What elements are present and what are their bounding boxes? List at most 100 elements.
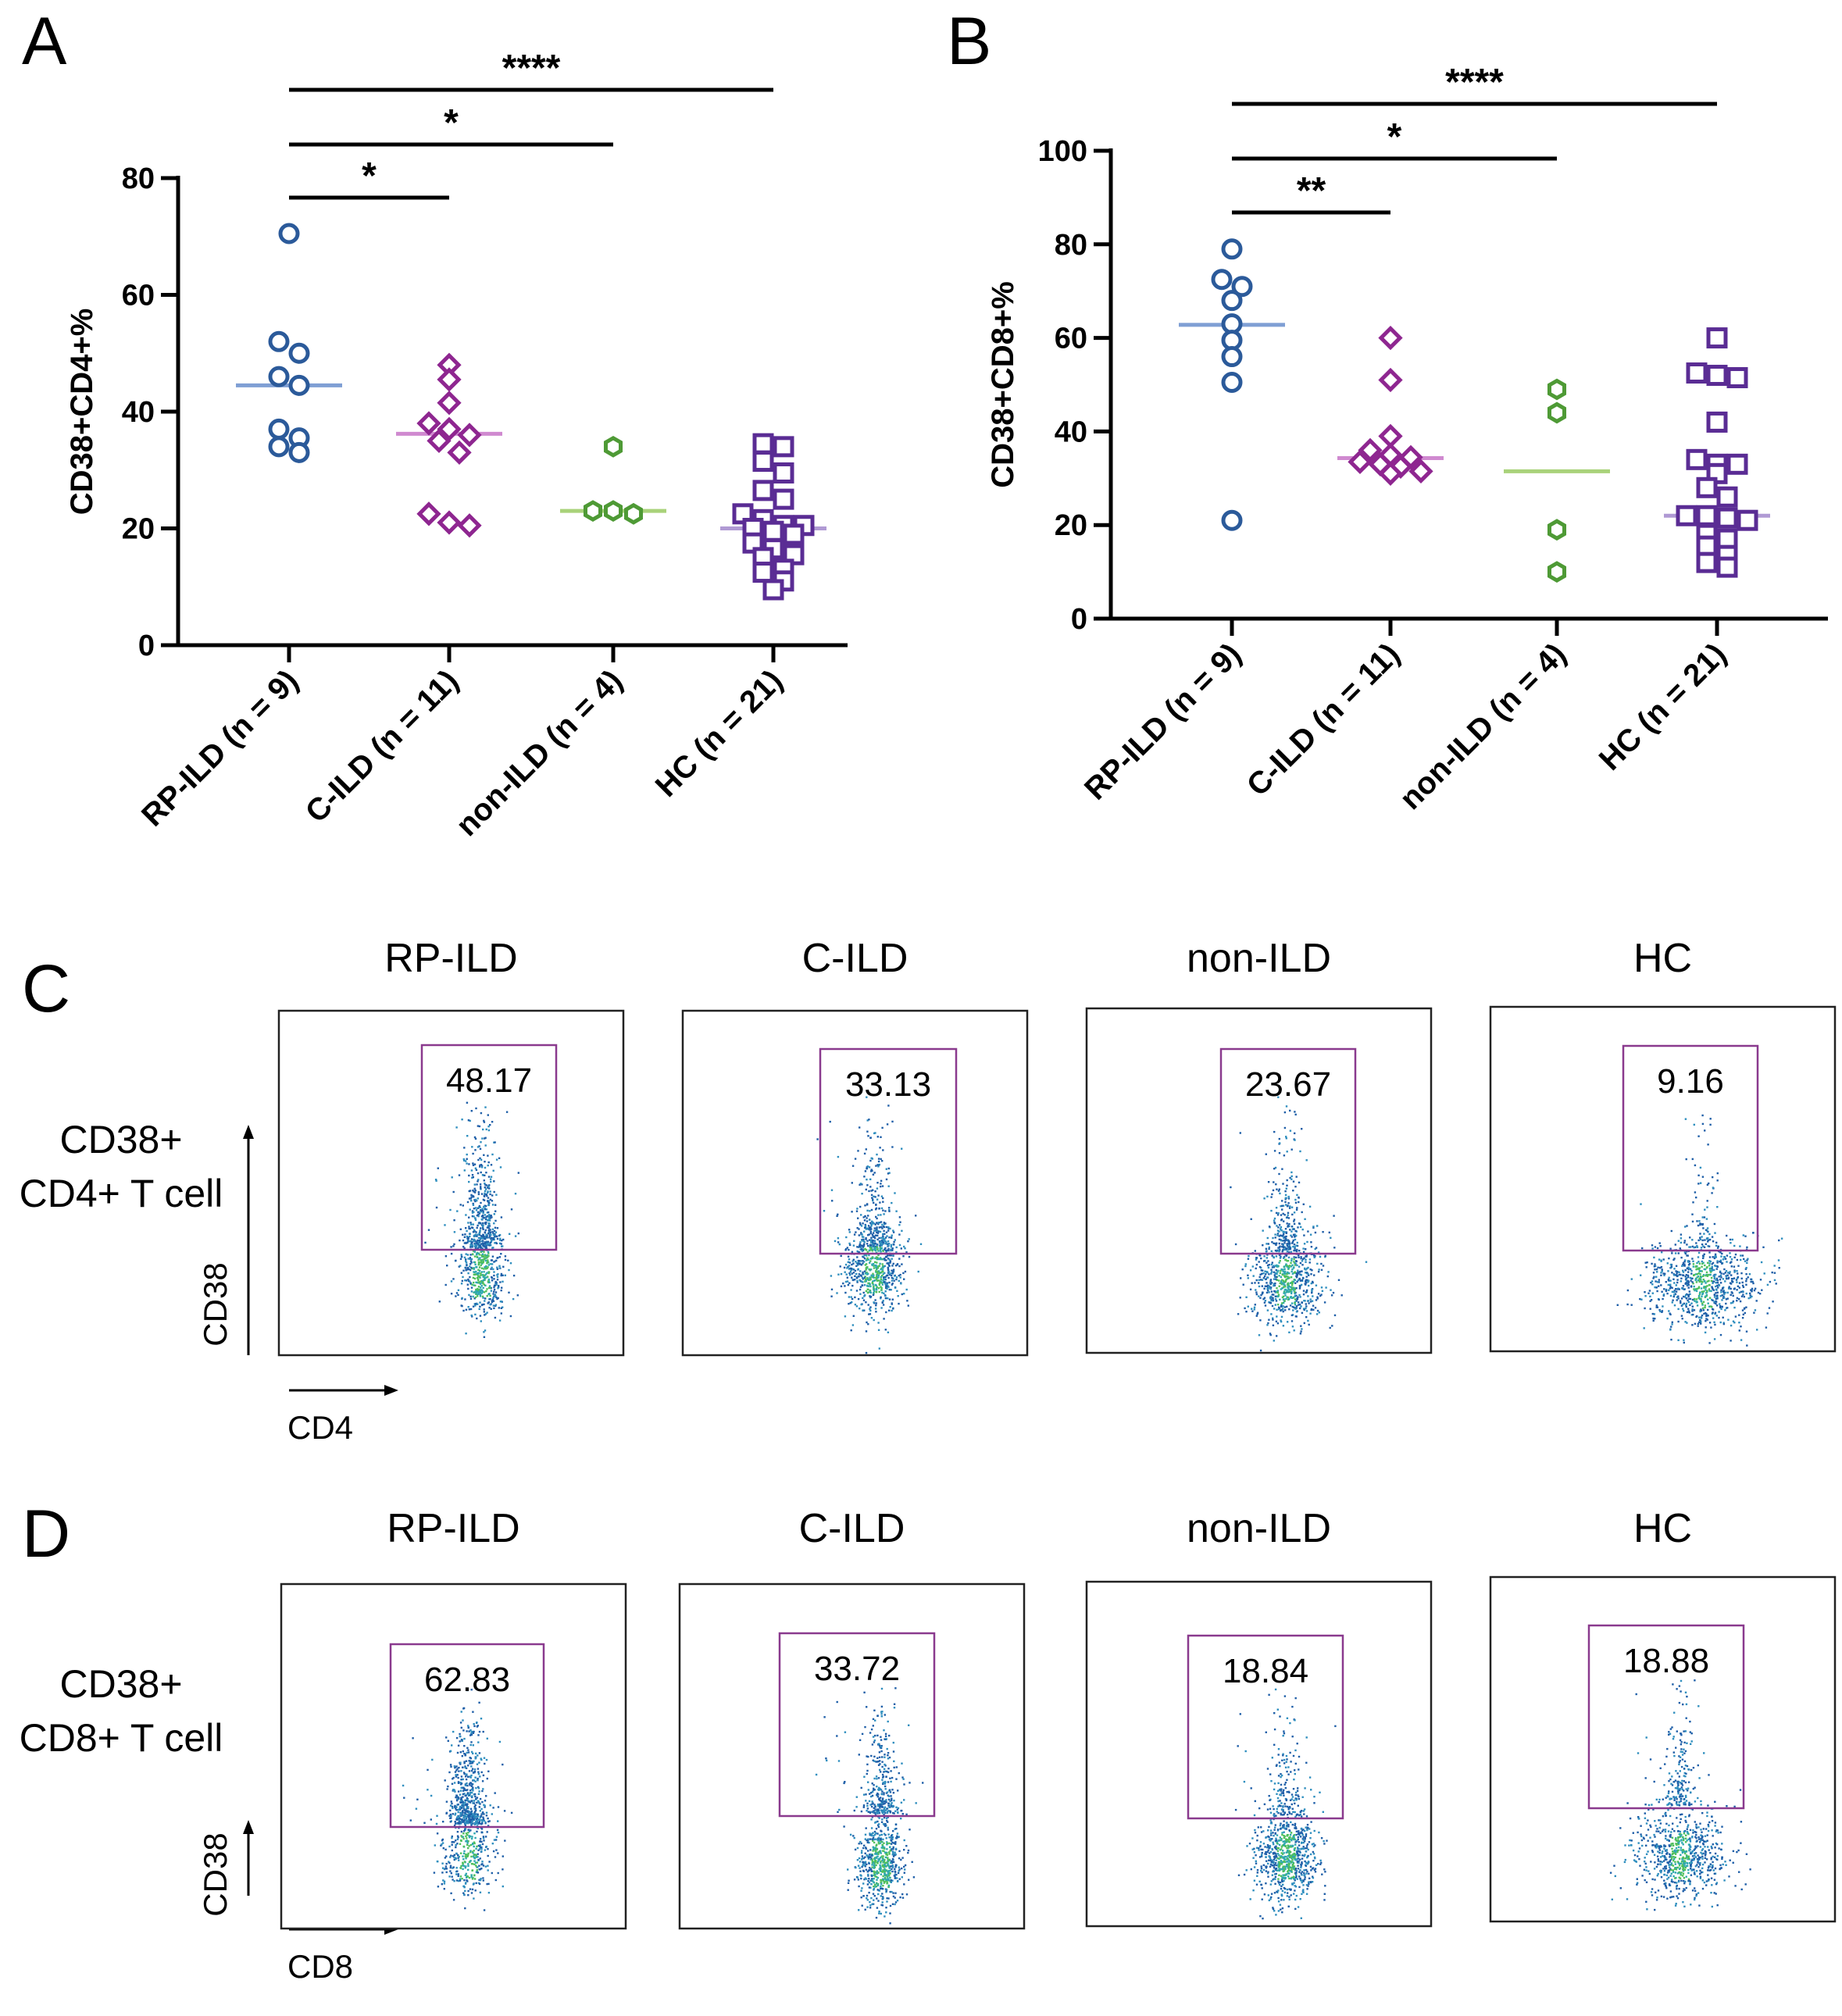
flow-event [1249, 1288, 1252, 1290]
flow-event [1705, 1313, 1708, 1315]
flow-event [862, 1255, 864, 1258]
significance-label: * [444, 102, 459, 144]
flow-event [1718, 1311, 1720, 1313]
flow-event [870, 1169, 873, 1171]
flow-event [874, 1190, 876, 1193]
flow-event [1670, 1326, 1672, 1328]
flow-event [882, 1782, 884, 1786]
flow-event [469, 1792, 472, 1794]
flow-event [1740, 1277, 1743, 1279]
flow-event [1271, 1241, 1273, 1243]
flow-event [475, 1266, 477, 1268]
flow-event [884, 1283, 887, 1286]
flow-event [1759, 1293, 1762, 1295]
flow-event [864, 1838, 866, 1840]
flow-event [473, 1271, 475, 1273]
flow-event [1280, 1268, 1283, 1271]
flow-event [1278, 1242, 1280, 1245]
flow-event [477, 1207, 480, 1209]
flow-event [873, 1201, 875, 1204]
flow-event [874, 1734, 876, 1737]
flow-event [459, 1204, 462, 1206]
flow-event [463, 1169, 466, 1172]
flow-event [882, 1201, 884, 1203]
flow-event [456, 1768, 459, 1770]
data-point [1378, 461, 1403, 486]
flow-event [1276, 1229, 1280, 1232]
flow-event [1716, 1281, 1719, 1284]
data-point [268, 436, 290, 458]
flow-event [1288, 1222, 1290, 1226]
flow-event [891, 1247, 894, 1250]
flow-event [856, 1246, 859, 1248]
flow-event [1284, 1292, 1287, 1294]
flow-event [871, 1250, 874, 1252]
flow-event [1314, 1231, 1317, 1234]
flow-event [471, 1878, 474, 1880]
flow-event [461, 1814, 463, 1816]
flow-event [477, 1793, 480, 1795]
flow-event [870, 1228, 873, 1230]
flow-event [461, 1279, 463, 1283]
flow-event [481, 1843, 484, 1846]
flow-event [487, 1226, 490, 1229]
flow-event [484, 1800, 487, 1802]
flow-event [1255, 1293, 1258, 1296]
flow-event [491, 1240, 493, 1242]
flow-event [852, 1258, 855, 1261]
flow-event [492, 1300, 495, 1302]
flow-event [1715, 1292, 1717, 1294]
flow-event [1251, 1282, 1253, 1284]
flow-event [1680, 1280, 1682, 1283]
flow-event [876, 1217, 878, 1220]
flow-event [1247, 1277, 1249, 1279]
flow-event [473, 1841, 476, 1843]
flow-event [474, 1809, 477, 1812]
flow-event [448, 1845, 451, 1848]
flow-event [440, 1844, 442, 1847]
flow-event [1331, 1325, 1333, 1327]
flow-event [1687, 1295, 1690, 1298]
flow-event [487, 1125, 490, 1128]
flow-event [1283, 1246, 1286, 1248]
flow-event [882, 1250, 884, 1252]
column-title: HC [1633, 936, 1692, 981]
flow-event [876, 1234, 879, 1236]
flow-event [1283, 1126, 1287, 1129]
flow-event [1668, 1310, 1670, 1312]
flow-event [1283, 1214, 1286, 1216]
flow-event [892, 1268, 895, 1271]
flow-event [864, 1276, 866, 1278]
flow-event [919, 1243, 923, 1245]
flow-event [469, 1784, 471, 1786]
flow-event [1255, 1315, 1258, 1317]
flow-event [1716, 1260, 1719, 1262]
flow-event [473, 1229, 476, 1231]
flow-event [480, 1771, 483, 1774]
flow-event [1704, 1129, 1706, 1132]
flow-event [1283, 1220, 1285, 1222]
flow-event [491, 1194, 494, 1197]
flow-event [1696, 1244, 1698, 1247]
flow-event [427, 1768, 429, 1772]
flow-event [477, 1787, 480, 1789]
flow-event [1672, 1278, 1675, 1280]
flow-event [482, 1244, 484, 1247]
flow-event [482, 1255, 485, 1258]
flow-event [872, 1725, 874, 1727]
flow-event [471, 1888, 474, 1891]
flow-event [854, 1279, 856, 1281]
flow-event [866, 1804, 869, 1807]
flow-event [1266, 1324, 1269, 1326]
flow-event [881, 1268, 884, 1271]
flow-event [1706, 1318, 1708, 1321]
flow-event [452, 1855, 455, 1857]
flow-event [457, 1875, 459, 1877]
flow-event [872, 1189, 874, 1191]
flow-event [471, 1283, 473, 1286]
flow-event [1244, 1263, 1247, 1265]
flow-event [468, 1730, 470, 1732]
flow-event [470, 1765, 473, 1768]
flow-event [502, 1265, 505, 1268]
